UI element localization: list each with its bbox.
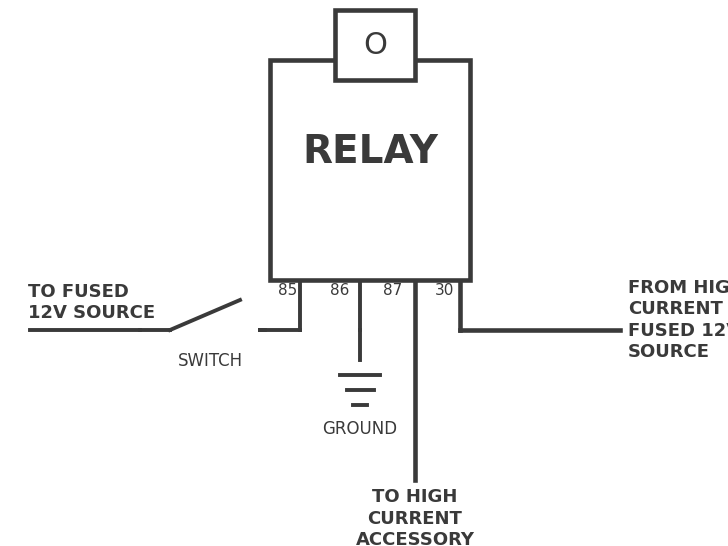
Text: 30: 30 [435,283,454,298]
Text: RELAY: RELAY [302,133,438,171]
Text: FROM HIGH
CURRENT
FUSED 12V
SOURCE: FROM HIGH CURRENT FUSED 12V SOURCE [628,279,728,361]
Bar [335,10,415,80]
Text: SWITCH: SWITCH [178,352,242,370]
Text: 85: 85 [278,283,298,298]
Bar [270,60,470,280]
Text: TO FUSED
12V SOURCE: TO FUSED 12V SOURCE [28,283,155,322]
Text: GROUND: GROUND [323,420,397,438]
Text: TO HIGH
CURRENT
ACCESSORY
(LIGHTS, ETC.): TO HIGH CURRENT ACCESSORY (LIGHTS, ETC.) [341,488,488,546]
Text: 86: 86 [331,283,349,298]
Text: 87: 87 [384,283,403,298]
Text: O: O [363,31,387,60]
